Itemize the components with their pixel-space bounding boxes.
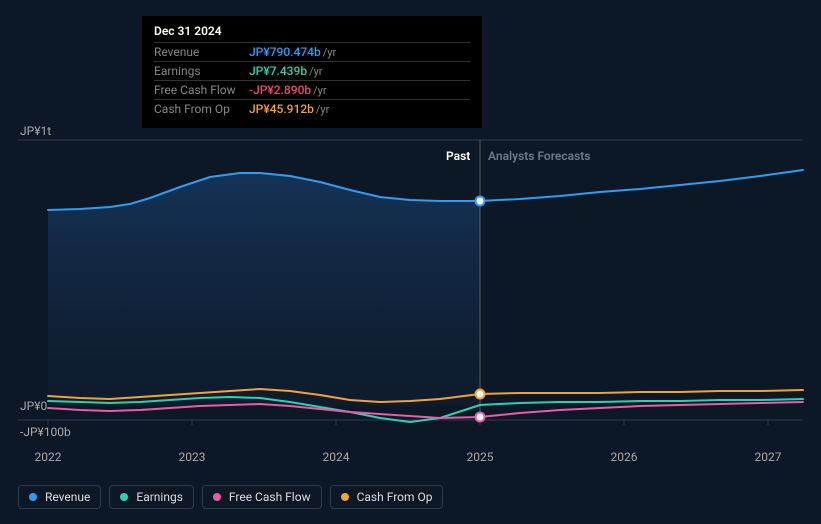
legend-dot-icon xyxy=(341,493,349,501)
x-tick-label: 2027 xyxy=(755,450,782,464)
tooltip-row: Free Cash Flow-JP¥2.890b/yr xyxy=(154,81,470,100)
tooltip-row: Cash From OpJP¥45.912b/yr xyxy=(154,100,470,119)
x-tick-label: 2025 xyxy=(467,450,494,464)
financials-chart: Dec 31 2024 RevenueJP¥790.474b/yrEarning… xyxy=(0,0,821,524)
x-tick-label: 2022 xyxy=(35,450,62,464)
legend-cfo[interactable]: Cash From Op xyxy=(330,485,444,509)
hover-tooltip: Dec 31 2024 RevenueJP¥790.474b/yrEarning… xyxy=(142,16,482,128)
legend: Revenue Earnings Free Cash Flow Cash From O… xyxy=(18,485,443,509)
legend-label: Free Cash Flow xyxy=(229,490,311,504)
tooltip-date: Dec 31 2024 xyxy=(154,24,470,42)
x-tick-label: 2024 xyxy=(323,450,350,464)
x-tick-label: 2026 xyxy=(611,450,638,464)
tooltip-metric-label: Earnings xyxy=(154,62,249,81)
past-label: Past xyxy=(446,149,470,163)
legend-label: Revenue xyxy=(45,490,90,504)
tooltip-row: RevenueJP¥790.474b/yr xyxy=(154,43,470,62)
tooltip-row: EarningsJP¥7.439b/yr xyxy=(154,62,470,81)
y-tick-label: -JP¥100b xyxy=(20,425,71,439)
forecast-label: Analysts Forecasts xyxy=(488,149,590,163)
legend-earnings[interactable]: Earnings xyxy=(109,485,194,509)
tooltip-metric-value: JP¥45.912b/yr xyxy=(249,100,470,119)
tooltip-metric-value: JP¥790.474b/yr xyxy=(249,43,470,62)
tooltip-metric-label: Free Cash Flow xyxy=(154,81,249,100)
tooltip-metric-value: JP¥7.439b/yr xyxy=(249,62,470,81)
legend-fcf[interactable]: Free Cash Flow xyxy=(202,485,322,509)
legend-dot-icon xyxy=(29,493,37,501)
tooltip-table: RevenueJP¥790.474b/yrEarningsJP¥7.439b/y… xyxy=(154,42,470,118)
x-tick-label: 2023 xyxy=(179,450,206,464)
y-tick-label: JP¥0 xyxy=(20,399,47,413)
tooltip-metric-value: -JP¥2.890b/yr xyxy=(249,81,470,100)
tooltip-metric-label: Revenue xyxy=(154,43,249,62)
legend-dot-icon xyxy=(213,493,221,501)
legend-revenue[interactable]: Revenue xyxy=(18,485,101,509)
legend-label: Cash From Op xyxy=(357,490,433,504)
legend-label: Earnings xyxy=(136,490,183,504)
y-tick-label: JP¥1t xyxy=(20,124,51,138)
legend-dot-icon xyxy=(120,493,128,501)
tooltip-metric-label: Cash From Op xyxy=(154,100,249,119)
